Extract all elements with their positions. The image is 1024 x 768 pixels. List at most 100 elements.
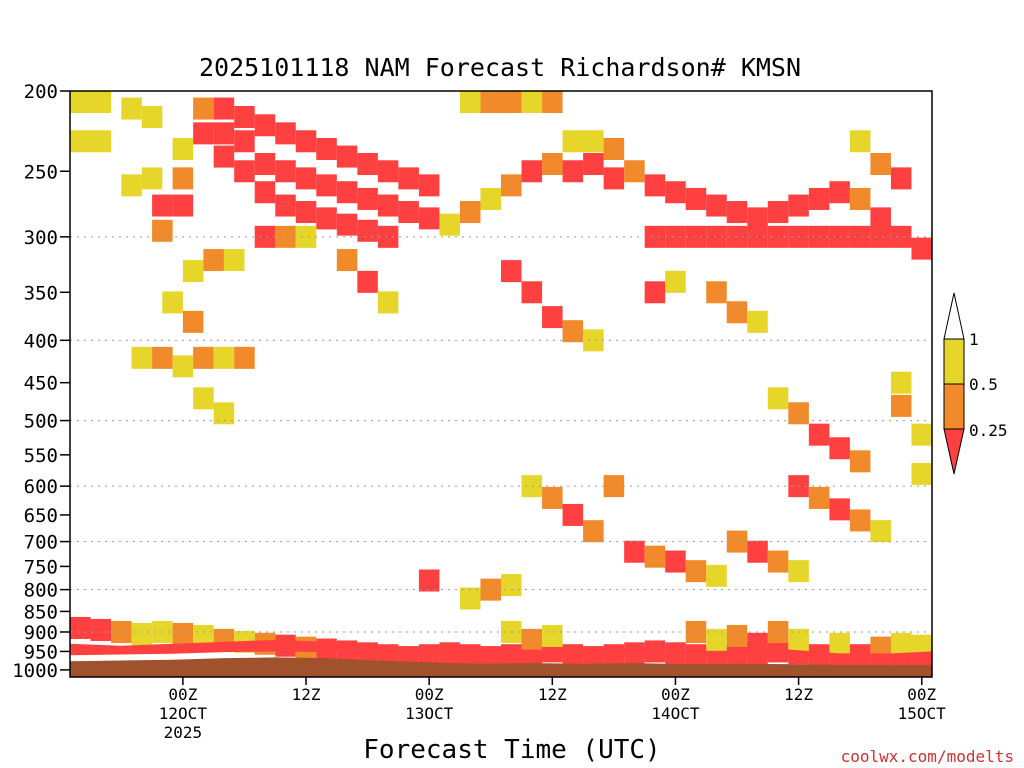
surface-layer [70, 639, 932, 677]
heatmap-cell [870, 207, 891, 230]
heatmap-cell [911, 237, 932, 260]
y-tick-label: 350 [24, 282, 58, 304]
x-tick-label: 12Z [538, 685, 567, 704]
heatmap-cell [890, 632, 912, 655]
heatmap-cell [70, 130, 91, 153]
heatmap-cell [726, 201, 748, 224]
heatmap-cell [377, 225, 399, 248]
heatmap-cell [131, 622, 153, 645]
boundary-layer-band [70, 639, 932, 659]
heatmap-cell [480, 91, 501, 113]
heatmap-cell [162, 291, 183, 314]
heatmap-cell [275, 225, 296, 248]
x-tick-label: 00Z [907, 685, 936, 704]
heatmap-cell [336, 213, 358, 236]
heatmap-cell [849, 450, 871, 473]
heatmap-cell [583, 130, 604, 153]
heatmap-cell [747, 207, 768, 230]
heatmap-cell [172, 622, 194, 645]
heatmap-cell [295, 130, 317, 153]
y-tick-label: 400 [24, 330, 58, 352]
heatmap-cell [377, 160, 399, 183]
heatmap-cell [726, 301, 748, 324]
heatmap-cell [870, 225, 891, 248]
heatmap-cell [213, 402, 235, 425]
y-tick-label: 200 [24, 81, 58, 103]
chart-title: 2025101118 NAM Forecast Richardson# KMSN [199, 53, 801, 82]
heatmap-cell [357, 152, 378, 175]
y-axis: 200 250 300 350 400 450 500 550 600 650 7007508008… [12, 81, 70, 682]
heatmap-cell [213, 97, 235, 120]
heatmap-cell [706, 194, 727, 217]
x-tick-label: 12Z [784, 685, 813, 704]
heatmap-cell [254, 114, 276, 137]
heatmap-cell [234, 160, 255, 183]
legend-label: 1 [969, 330, 979, 349]
legend-swatch-top-arrow [943, 292, 965, 340]
heatmap-cell [829, 225, 850, 248]
heatmap-cell [357, 270, 378, 293]
heatmap-cell [542, 152, 563, 175]
x-axis-title: Forecast Time (UTC) [363, 735, 660, 765]
heatmap-cell [172, 167, 194, 190]
heatmap-cell [767, 201, 789, 224]
heatmap-cell [459, 587, 481, 610]
y-tick-label: 250 [24, 161, 58, 183]
heatmap-cell [890, 394, 912, 417]
heatmap-cell [501, 91, 522, 113]
heatmap-cell [295, 201, 317, 224]
heatmap-cell [665, 181, 686, 204]
heatmap-cell [193, 624, 214, 647]
heatmap-cell [849, 509, 871, 532]
heatmap-cell [336, 249, 358, 272]
legend-label: 0.25 [969, 421, 1008, 440]
heatmap-cell [747, 540, 768, 563]
heatmap-cell [542, 306, 563, 329]
heatmap-cell [829, 632, 850, 655]
y-tick-label: 550 [24, 445, 58, 467]
legend-swatch-bottom-arrow [943, 428, 965, 475]
heatmap-cell [870, 636, 891, 659]
heatmap-cell [193, 387, 214, 410]
plot-frame [69, 90, 933, 678]
heatmap-cell [501, 174, 522, 197]
heatmap-cell [788, 560, 809, 583]
x-tick-label: 12Z [292, 685, 321, 704]
heatmap-cell [234, 346, 255, 369]
heatmap-cell [275, 194, 296, 217]
heatmap-cell [583, 329, 604, 352]
y-tick-label: 450 [24, 373, 58, 395]
heatmap-cell [111, 620, 132, 643]
heatmap-cell [90, 618, 112, 641]
heatmap-cell [521, 91, 543, 113]
heatmap-cell [213, 145, 235, 168]
heatmap-cell [829, 181, 850, 204]
heatmap-cell [521, 628, 543, 651]
heatmap-cell [182, 260, 204, 283]
heatmap-cell [685, 225, 707, 248]
heatmap-cell [316, 174, 337, 197]
y-tick-label: 300 [24, 227, 58, 249]
heatmap-cell [70, 91, 91, 113]
heatmap-cell [685, 620, 707, 643]
heatmap-cell [870, 152, 891, 175]
heatmap-cell [890, 225, 912, 248]
heatmap-cell [336, 145, 358, 168]
x-tick-label: 15OCT [898, 704, 947, 723]
heatmap-cell [316, 207, 337, 230]
heatmap-cell [459, 91, 481, 113]
heatmap-cell [193, 346, 214, 369]
x-tick-label: 13OCT [405, 704, 454, 723]
heatmap-cell [223, 249, 245, 272]
heatmap-cell [152, 194, 173, 217]
heatmap-cell [213, 346, 235, 369]
heatmap-cell [808, 486, 830, 509]
heatmap-cell [644, 174, 666, 197]
heatmap-cell [726, 530, 748, 553]
heatmap-cell [152, 346, 173, 369]
legend: 1 0.5 0.25 [943, 292, 1008, 475]
heatmap-cell [121, 97, 142, 120]
heatmap-cell [90, 130, 112, 153]
heatmap-cell [562, 320, 584, 343]
